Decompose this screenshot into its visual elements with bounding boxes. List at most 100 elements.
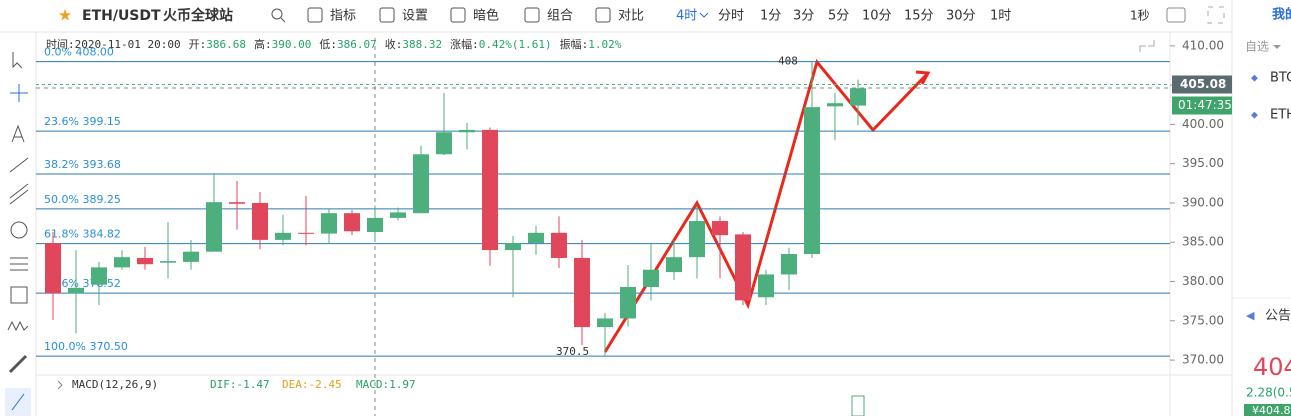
toolbar-button[interactable]: 设置	[402, 9, 428, 24]
interval[interactable]: 3分	[793, 9, 814, 24]
interval[interactable]: 15分	[904, 9, 934, 24]
shape-tool[interactable]	[10, 221, 28, 239]
drawn-arrow-head	[915, 70, 931, 85]
fib-label: 50.0% 389.25	[44, 193, 121, 206]
info-value: 386.07	[337, 38, 377, 51]
speaker-icon: ◀	[1246, 309, 1255, 322]
measure-tool[interactable]	[8, 354, 28, 374]
info-value: 0.42%(1.61)	[479, 38, 552, 51]
button-icon	[307, 7, 323, 23]
interval[interactable]: 4时	[676, 9, 697, 24]
candle-body	[137, 257, 153, 265]
interval[interactable]: 1时	[990, 9, 1011, 24]
cursor-tool[interactable]	[12, 52, 23, 69]
price-annotation: 370.5	[556, 345, 589, 358]
badge-box	[1244, 404, 1291, 418]
toolbar-button[interactable]: 组合	[547, 9, 573, 24]
info-label: 收:	[385, 37, 403, 51]
candle-body	[827, 103, 843, 107]
macd-bar	[851, 395, 865, 417]
crosshair-tool[interactable]	[10, 84, 28, 102]
interval[interactable]: 1分	[760, 9, 781, 24]
candle-body	[390, 212, 406, 218]
candle-body	[344, 213, 360, 232]
drawn-wave	[603, 58, 930, 353]
star-icon[interactable]: ★	[58, 6, 72, 25]
candle-body	[482, 129, 498, 251]
macd-macd: MACD:1.97	[356, 378, 416, 391]
search-icon[interactable]	[271, 8, 283, 20]
watch-item[interactable]: ETH	[1270, 108, 1291, 123]
watchlist-caret	[1273, 45, 1281, 49]
candle-body	[367, 217, 383, 233]
fib-label: 0.0% 408.00	[44, 46, 114, 59]
button-icon	[450, 7, 466, 23]
coin-icon: ◆	[1251, 111, 1258, 121]
interval[interactable]: 10分	[862, 9, 892, 24]
info-label: 开:	[189, 38, 207, 51]
coin-icon: ◆	[1251, 74, 1258, 84]
info-value: 2020-11-01 20:00	[75, 38, 181, 51]
toolbar-button[interactable]: 对比	[618, 9, 644, 24]
sidebar-price: 404	[1253, 353, 1291, 381]
channel-tool[interactable]	[9, 183, 29, 205]
last-price: 405.08	[1180, 77, 1226, 91]
interval-caret	[699, 12, 709, 18]
toolbar-button[interactable]: 指标	[330, 9, 356, 24]
fib-tool[interactable]	[10, 257, 28, 271]
candle-body	[459, 129, 475, 133]
notice[interactable]: 公告	[1265, 309, 1291, 324]
candle-body	[528, 232, 544, 244]
info-label: 高:	[254, 37, 272, 51]
price-annotation: 408	[778, 55, 798, 68]
info-value: 390.00	[272, 38, 312, 51]
camera-icon[interactable]	[1166, 7, 1186, 23]
wave-tool[interactable]	[7, 320, 29, 332]
candle-body	[436, 132, 452, 155]
watchlist[interactable]: 自选	[1245, 40, 1269, 54]
candle-body	[160, 261, 176, 263]
pattern-tool[interactable]	[10, 286, 28, 304]
macd-dif: DIF:-1.47	[210, 378, 270, 391]
candle-body	[505, 243, 521, 251]
watch-item[interactable]: BTC	[1270, 71, 1291, 86]
sidebar-tab[interactable]: 我的	[1272, 7, 1291, 23]
text-tool[interactable]	[11, 124, 25, 143]
button-icon	[379, 7, 395, 23]
interval[interactable]: 5分	[828, 9, 849, 24]
badge: ¥404.8	[1252, 404, 1291, 416]
y-tick-label: 370.00	[1182, 353, 1224, 367]
interval[interactable]: 30分	[946, 9, 976, 24]
y-tick-label: 390.00	[1182, 195, 1224, 209]
fullscreen-icon[interactable]	[1207, 6, 1225, 24]
info-value: 388.32	[402, 38, 442, 51]
brush-tool[interactable]	[11, 393, 25, 411]
candle-body	[413, 154, 429, 214]
search-icon	[280, 17, 286, 23]
candle-body	[643, 269, 659, 288]
toolbar-button[interactable]: 暗色	[473, 8, 499, 24]
macd-dea: DEA:-2.45	[282, 378, 342, 391]
macd-name: MACD(12,26,9)	[72, 378, 158, 391]
candle-body	[68, 287, 84, 294]
line-tool[interactable]	[9, 157, 29, 173]
candle-body	[183, 251, 199, 262]
fib-label: 38.2% 393.68	[44, 158, 121, 171]
candle-body	[91, 267, 107, 285]
y-tick-label: 395.00	[1182, 156, 1224, 170]
symbol[interactable]: ETH/USDT	[82, 8, 161, 24]
expand-icon[interactable]	[1139, 40, 1155, 52]
sidebar-change: 2.28(0.5	[1246, 386, 1291, 400]
info-label: 时间:	[46, 38, 75, 51]
button-icon	[524, 7, 540, 23]
y-tick-label: 380.00	[1182, 274, 1224, 288]
candle-body	[850, 88, 866, 106]
last-price-box	[1172, 75, 1232, 94]
candle-body	[229, 202, 245, 204]
candle-body	[252, 202, 268, 240]
fib-label: 100.0% 370.50	[44, 340, 128, 353]
info-label: 涨幅:	[450, 38, 479, 51]
interval[interactable]: 分时	[718, 9, 744, 24]
fib-label: 61.8% 384.82	[44, 228, 121, 241]
candle-body	[206, 202, 222, 252]
